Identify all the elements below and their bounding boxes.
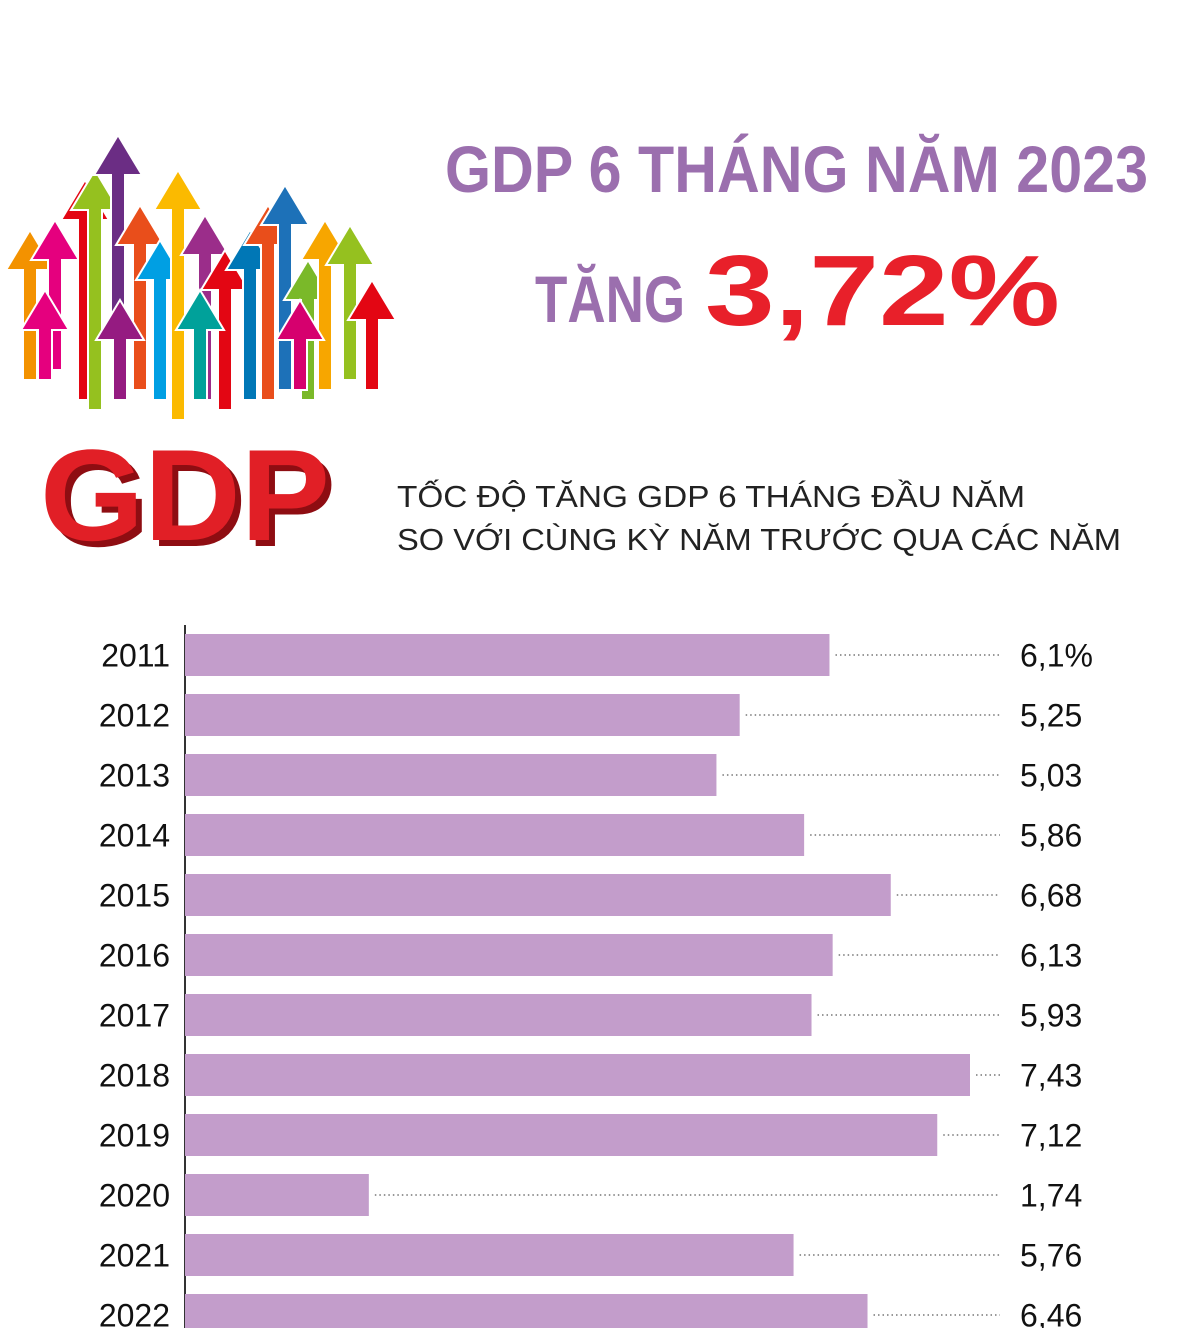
bar [185,814,805,856]
arrow [59,178,111,401]
bar [185,1054,970,1096]
bar [185,754,717,796]
category-label: 2011 [101,637,170,673]
category-label: 2022 [99,1297,170,1328]
arrow [19,288,71,381]
value-label: 5,86 [1020,817,1082,853]
bar [185,1234,794,1276]
category-label: 2013 [99,757,170,793]
arrow [259,183,311,391]
bar [185,1294,868,1328]
arrow [94,298,146,401]
category-label: 2012 [99,697,170,733]
logo-shadow: GDP [46,428,336,574]
arrow [29,218,81,371]
category-label: 2014 [99,817,170,853]
bar [185,1114,938,1156]
arrow [324,223,376,381]
category-label: 2020 [99,1177,170,1213]
value-label: 5,93 [1020,997,1082,1033]
bar [185,994,812,1036]
category-label: 2021 [99,1237,170,1273]
arrow [274,298,326,391]
value-label: 6,1% [1020,637,1093,673]
arrow [152,168,204,421]
arrow [174,288,226,401]
bar [185,874,891,916]
subtitle-line: TỐC ĐỘ TĂNG GDP 6 THÁNG ĐẦU NĂM [397,478,1025,514]
value-label: 6,46 [1020,1297,1082,1328]
headline-value: 3,72% [705,235,1060,347]
bar [185,1174,369,1216]
bar [185,694,740,736]
value-label: 6,13 [1020,937,1082,973]
bar [185,634,830,676]
value-label: 7,12 [1020,1117,1082,1153]
chart-title: GDP 6 THÁNG NĂM 2023 [445,132,1148,206]
headline-prefix: TĂNG [535,262,685,336]
category-label: 2016 [99,937,170,973]
category-label: 2019 [99,1117,170,1153]
arrow [346,278,398,391]
logo-text: GDP [40,422,330,568]
value-label: 1,74 [1020,1177,1082,1213]
value-label: 5,76 [1020,1237,1082,1273]
arrow-decoration [4,133,398,421]
value-label: 6,68 [1020,877,1082,913]
category-label: 2017 [99,997,170,1033]
value-label: 5,03 [1020,757,1082,793]
subtitle-line: SO VỚI CÙNG KỲ NĂM TRƯỚC QUA CÁC NĂM [397,522,1121,557]
category-label: 2015 [99,877,170,913]
value-label: 7,43 [1020,1057,1082,1093]
value-label: 5,25 [1020,697,1082,733]
bar [185,934,833,976]
category-label: 2018 [99,1057,170,1093]
